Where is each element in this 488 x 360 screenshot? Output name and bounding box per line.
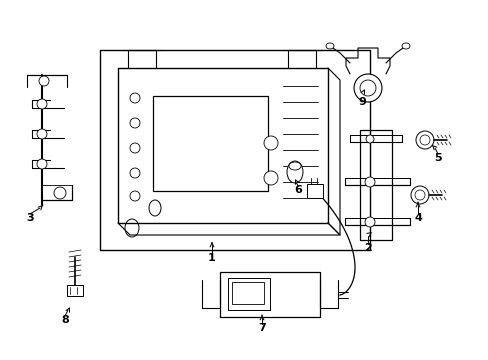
Circle shape xyxy=(419,135,429,145)
Text: 3: 3 xyxy=(26,213,34,223)
Circle shape xyxy=(365,135,373,143)
Circle shape xyxy=(37,159,47,169)
Text: 7: 7 xyxy=(258,323,265,333)
Circle shape xyxy=(364,177,374,187)
Bar xyxy=(100,50,369,250)
Bar xyxy=(231,282,264,304)
Text: 4: 4 xyxy=(413,213,421,223)
Ellipse shape xyxy=(149,200,161,216)
Circle shape xyxy=(264,136,278,150)
Circle shape xyxy=(264,171,278,185)
Circle shape xyxy=(37,129,47,139)
Text: 9: 9 xyxy=(357,97,365,107)
Bar xyxy=(306,184,323,198)
Ellipse shape xyxy=(125,219,139,237)
Circle shape xyxy=(39,76,49,86)
Ellipse shape xyxy=(288,162,301,170)
Ellipse shape xyxy=(325,43,333,49)
Ellipse shape xyxy=(286,161,303,183)
Ellipse shape xyxy=(401,43,409,49)
Bar xyxy=(67,285,83,296)
Text: 6: 6 xyxy=(293,185,301,195)
Text: 5: 5 xyxy=(433,153,441,163)
Text: 8: 8 xyxy=(61,315,69,325)
Circle shape xyxy=(415,131,433,149)
Circle shape xyxy=(410,186,428,204)
Text: 2: 2 xyxy=(364,243,371,253)
Circle shape xyxy=(130,143,140,153)
Circle shape xyxy=(414,190,424,200)
Bar xyxy=(227,278,269,310)
Circle shape xyxy=(130,93,140,103)
Circle shape xyxy=(364,217,374,227)
Text: 1: 1 xyxy=(208,253,215,263)
Circle shape xyxy=(359,80,375,96)
Circle shape xyxy=(130,191,140,201)
Circle shape xyxy=(54,187,66,199)
Circle shape xyxy=(130,168,140,178)
Circle shape xyxy=(130,118,140,128)
Circle shape xyxy=(37,99,47,109)
Circle shape xyxy=(353,74,381,102)
